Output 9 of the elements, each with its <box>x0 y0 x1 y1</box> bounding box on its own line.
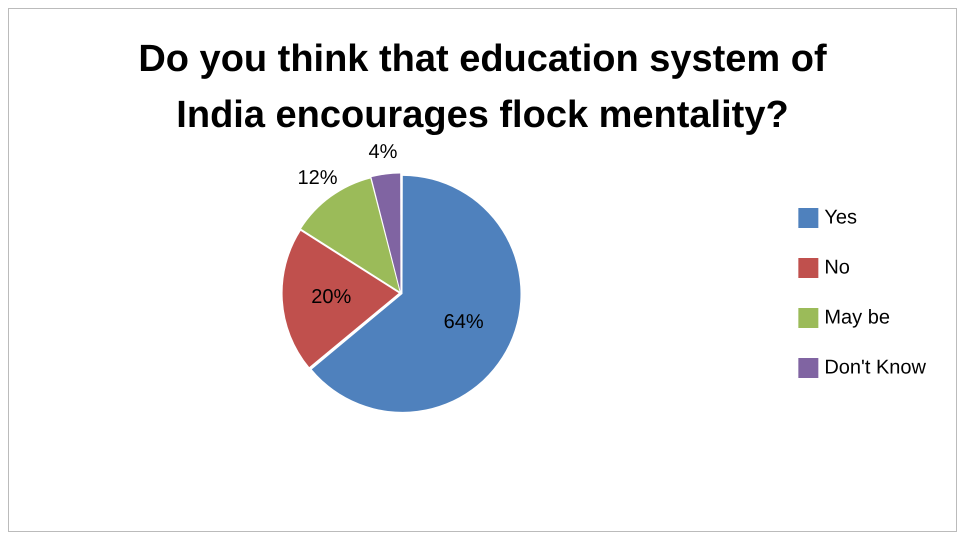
legend-label: Yes <box>824 206 857 229</box>
data-label: 4% <box>368 141 398 164</box>
legend-label: May be <box>824 306 890 329</box>
data-label: 64% <box>444 311 484 334</box>
data-label: 12% <box>297 167 338 190</box>
data-label: 20% <box>311 286 352 308</box>
chart-title: Do you think that education system of India encourages flock mentality? <box>137 37 828 138</box>
legend-label: No <box>824 256 850 279</box>
legend-label: Don't Know <box>824 356 927 379</box>
